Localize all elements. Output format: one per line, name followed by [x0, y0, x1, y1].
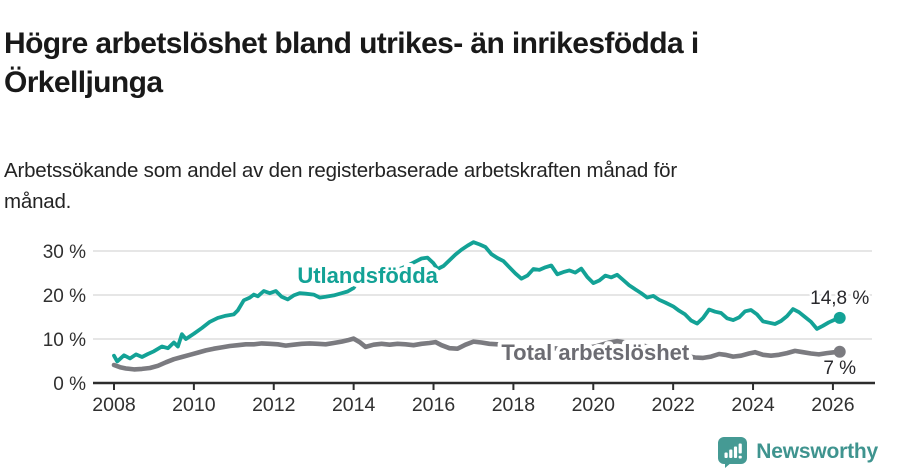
- newsworthy-logo[interactable]: Newsworthy: [718, 435, 878, 469]
- x-tick-label: 2018: [492, 394, 535, 416]
- end-dot-utlandsfodda: [833, 311, 846, 324]
- chart-title-line1: Högre arbetslöshet bland utrikes- än inr…: [4, 27, 699, 61]
- series-label-total: Total arbetslöshet: [501, 340, 690, 365]
- y-tick-label: 10 %: [43, 330, 86, 351]
- x-tick-label: 2026: [811, 394, 854, 416]
- x-tick-label: 2024: [731, 394, 775, 416]
- end-dot-total: [833, 345, 846, 358]
- y-tick-label: 30 %: [43, 242, 86, 263]
- x-tick-label: 2014: [332, 394, 376, 416]
- x-tick-label: 2008: [92, 394, 135, 416]
- chart-subtitle-line2: månad.: [4, 189, 72, 213]
- y-tick-label: 0 %: [53, 374, 86, 395]
- end-value-label-utlandsfodda: 14,8 %: [810, 288, 869, 309]
- end-value-label-total: 7 %: [823, 358, 856, 379]
- x-tick-label: 2020: [572, 394, 616, 416]
- line-chart: 30 % 20 % 10 % 0 % 2008 2010 2012 2014 2016 2018 2…: [0, 218, 900, 433]
- x-tick-label: 2010: [172, 394, 216, 416]
- series-label-utlandsfodda: Utlandsfödda: [297, 263, 438, 288]
- y-tick-label: 20 %: [43, 286, 86, 307]
- newsworthy-bars-icon: [718, 436, 748, 468]
- unemployment-line-chart: 30 % 20 % 10 % 0 % 2008 2010 2012 2014 2016 2018 2…: [43, 240, 875, 416]
- x-tick-label: 2016: [412, 394, 455, 416]
- chart-subtitle-line1: Arbetssökande som andel av den registerb…: [4, 158, 677, 182]
- chart-title: Högre arbetslöshet bland utrikes- än inr…: [4, 24, 884, 102]
- chart-title-line2: Örkelljunga: [4, 66, 163, 100]
- series-line-total: [111, 336, 843, 372]
- chart-subtitle: Arbetssökande som andel av den registerb…: [4, 155, 864, 217]
- x-tick-label: 2012: [252, 394, 295, 416]
- series-line-utlandsfodda: [112, 240, 842, 364]
- newsworthy-brand-text: Newsworthy: [756, 440, 878, 463]
- x-tick-label: 2022: [651, 394, 694, 416]
